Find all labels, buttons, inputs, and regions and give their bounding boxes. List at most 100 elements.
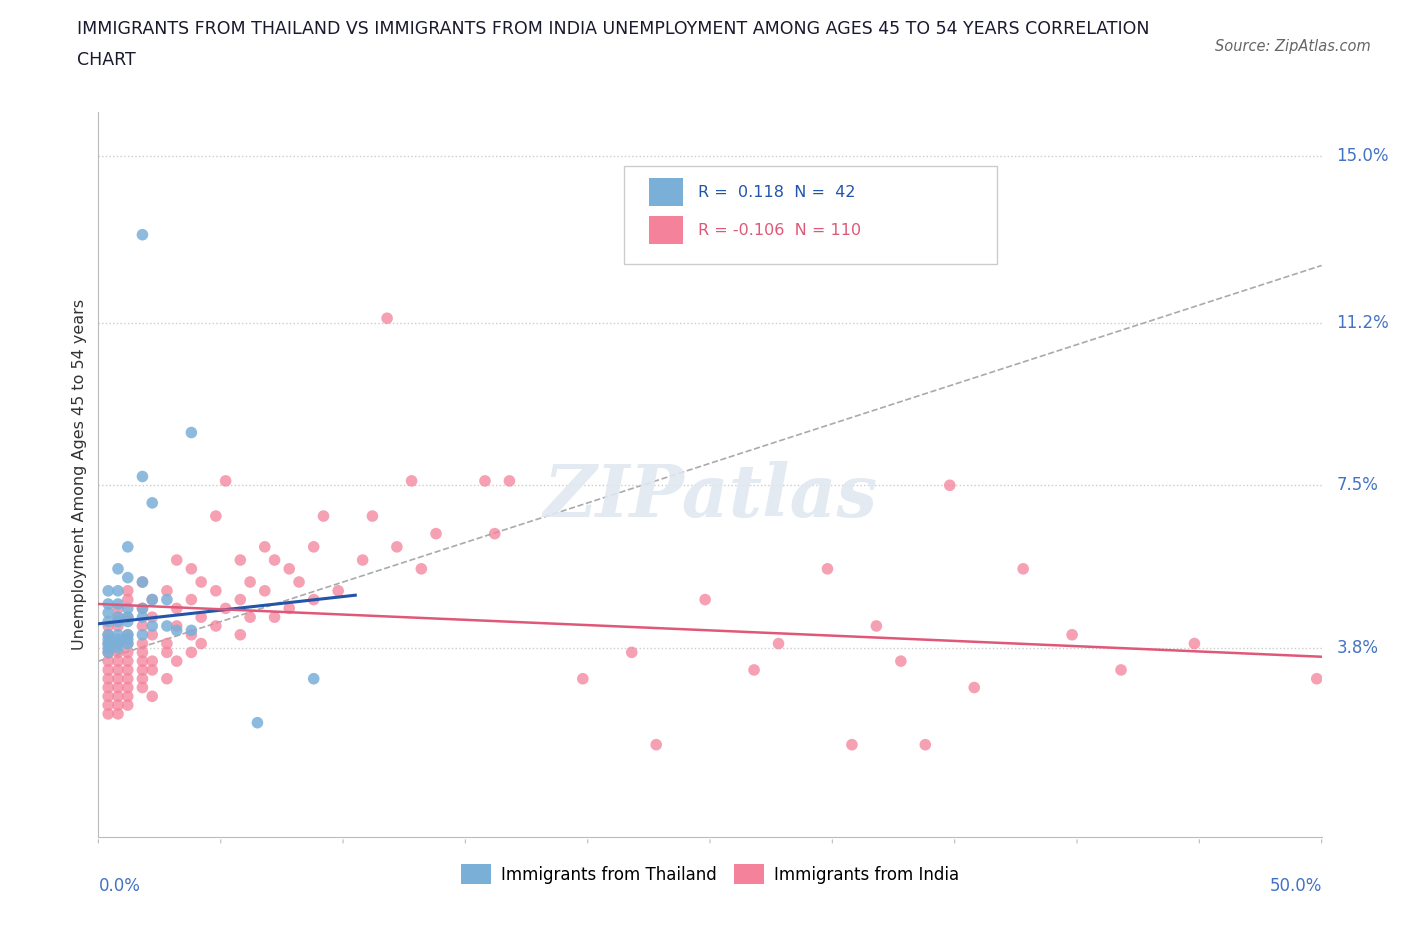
- Point: [131, 469, 153, 484]
- Point: [107, 707, 129, 722]
- Point: [817, 562, 839, 577]
- Point: [939, 478, 962, 493]
- Text: 7.5%: 7.5%: [1336, 476, 1378, 494]
- Point: [239, 575, 262, 590]
- Point: [1109, 662, 1132, 677]
- Point: [1184, 636, 1206, 651]
- Point: [890, 654, 912, 669]
- Point: [117, 636, 139, 651]
- Text: 0.0%: 0.0%: [98, 877, 141, 895]
- Point: [229, 592, 252, 607]
- Point: [166, 552, 188, 567]
- Point: [117, 592, 139, 607]
- Point: [205, 583, 228, 598]
- Point: [141, 592, 163, 607]
- Point: [263, 610, 285, 625]
- Point: [107, 689, 129, 704]
- Text: 11.2%: 11.2%: [1336, 313, 1389, 332]
- Point: [107, 596, 129, 611]
- Point: [117, 654, 139, 669]
- Point: [180, 644, 202, 659]
- Point: [246, 715, 269, 730]
- Point: [97, 641, 120, 656]
- Point: [166, 601, 188, 616]
- Point: [239, 610, 262, 625]
- Point: [131, 644, 153, 659]
- Text: Source: ZipAtlas.com: Source: ZipAtlas.com: [1215, 39, 1371, 54]
- Point: [190, 636, 212, 651]
- Point: [141, 689, 163, 704]
- Point: [107, 601, 129, 616]
- Point: [141, 654, 163, 669]
- Point: [117, 671, 139, 686]
- Text: IMMIGRANTS FROM THAILAND VS IMMIGRANTS FROM INDIA UNEMPLOYMENT AMONG AGES 45 TO : IMMIGRANTS FROM THAILAND VS IMMIGRANTS F…: [77, 20, 1150, 38]
- Point: [375, 311, 398, 325]
- Point: [865, 618, 887, 633]
- Point: [425, 526, 447, 541]
- Point: [131, 618, 153, 633]
- Point: [288, 575, 311, 590]
- Point: [914, 737, 936, 752]
- Point: [278, 601, 301, 616]
- Y-axis label: Unemployment Among Ages 45 to 54 years: Unemployment Among Ages 45 to 54 years: [72, 299, 87, 650]
- Point: [97, 680, 120, 695]
- Point: [141, 496, 163, 511]
- Point: [97, 662, 120, 677]
- Point: [107, 698, 129, 712]
- Point: [253, 539, 276, 554]
- Point: [97, 698, 120, 712]
- Point: [131, 628, 153, 643]
- Point: [131, 601, 153, 616]
- Point: [572, 671, 595, 686]
- Point: [352, 552, 374, 567]
- Point: [141, 610, 163, 625]
- Point: [97, 628, 120, 643]
- Point: [141, 618, 163, 633]
- Point: [131, 575, 153, 590]
- Point: [117, 539, 139, 554]
- Point: [97, 644, 120, 659]
- Point: [411, 562, 433, 577]
- Point: [156, 583, 179, 598]
- Point: [117, 689, 139, 704]
- Point: [131, 601, 153, 616]
- Point: [107, 618, 129, 633]
- Point: [107, 628, 129, 643]
- Point: [361, 509, 384, 524]
- Point: [620, 644, 643, 659]
- Point: [302, 539, 325, 554]
- Point: [385, 539, 408, 554]
- Point: [117, 636, 139, 651]
- Point: [1062, 628, 1084, 643]
- Text: ZIPatlas: ZIPatlas: [543, 460, 877, 532]
- Point: [107, 631, 129, 646]
- Bar: [648, 217, 683, 244]
- Point: [117, 583, 139, 598]
- Point: [107, 680, 129, 695]
- Point: [117, 570, 139, 585]
- Point: [214, 601, 236, 616]
- Point: [474, 473, 496, 488]
- Point: [97, 671, 120, 686]
- Point: [302, 592, 325, 607]
- Point: [131, 636, 153, 651]
- Point: [107, 610, 129, 625]
- Point: [107, 636, 129, 651]
- Point: [97, 618, 120, 633]
- Point: [117, 662, 139, 677]
- Point: [645, 737, 668, 752]
- Point: [97, 628, 120, 643]
- Point: [107, 644, 129, 659]
- Point: [963, 680, 986, 695]
- Point: [117, 610, 139, 625]
- Point: [253, 583, 276, 598]
- Point: [156, 636, 179, 651]
- Point: [131, 610, 153, 625]
- Point: [229, 552, 252, 567]
- Point: [190, 610, 212, 625]
- Point: [107, 671, 129, 686]
- Text: R =  0.118  N =  42: R = 0.118 N = 42: [697, 185, 855, 200]
- Point: [166, 623, 188, 638]
- Point: [1012, 562, 1035, 577]
- Point: [107, 636, 129, 651]
